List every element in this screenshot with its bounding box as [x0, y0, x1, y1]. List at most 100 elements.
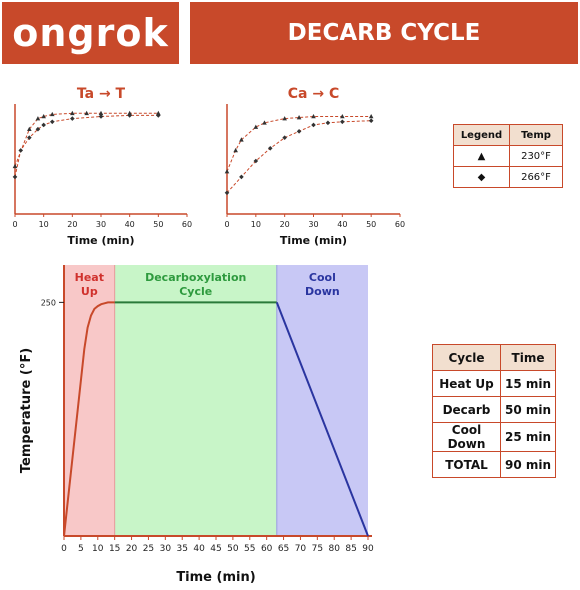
chart-ca-to-c: Ca → C 0 10 20 30 40 50 60 Time (min) [224, 86, 405, 247]
x-tick-label: 15 [109, 544, 120, 554]
data-point-triangle [27, 126, 32, 131]
x-tick-label: 5 [78, 544, 84, 554]
diamond-icon: ◆ [453, 166, 510, 188]
data-point-diamond [368, 118, 374, 124]
cycle-time: 15 min [500, 370, 556, 397]
x-tick-label: 60 [182, 220, 192, 229]
zone-decarboxylation [114, 265, 277, 536]
series-line-1 [226, 116, 372, 172]
x-tick-label: 30 [308, 220, 318, 229]
x-tick-label: 0 [61, 544, 67, 554]
cycle-row: TOTAL 90 min [432, 451, 556, 478]
data-point-triangle [49, 111, 55, 117]
data-point-triangle [311, 113, 316, 119]
x-tick-label: 10 [39, 220, 49, 229]
chart-title: Ca → C [288, 86, 339, 102]
data-point-diamond [41, 122, 46, 128]
data-point-triangle [127, 110, 132, 116]
x-tick-label: 0 [12, 220, 17, 229]
data-point-diamond [253, 158, 259, 164]
series-line-2 [226, 120, 372, 194]
data-point-triangle [239, 137, 244, 142]
page-title: DECARB CYCLE [287, 20, 481, 46]
x-tick-label: 40 [337, 220, 347, 229]
triangle-icon: ▲ [453, 145, 510, 167]
data-point-triangle [35, 116, 41, 121]
x-tick-label: 20 [280, 220, 290, 229]
x-tick-label: 65 [278, 544, 289, 554]
zone-cool-down [276, 265, 368, 536]
legend-table: Legend Temp ▲ 230°F ◆ 266°F [453, 124, 563, 188]
x-axis-label: Time (min) [280, 234, 347, 247]
data-point-diamond [311, 122, 316, 128]
legend-temp: 230°F [509, 145, 563, 167]
legend-temp: 266°F [509, 166, 563, 188]
curve-heat-up [63, 301, 115, 537]
brand-logo-text: ongrok [12, 11, 169, 55]
y-axis-label: Temperature (°F) [19, 348, 34, 473]
data-point-triangle [282, 116, 287, 121]
data-point-diamond [98, 114, 104, 119]
data-point-diamond [267, 145, 273, 151]
curve-cool-down [275, 302, 369, 537]
zone-heat-up [64, 265, 115, 536]
x-axis-label: Time (min) [176, 570, 255, 585]
x-tick-label: 60 [261, 544, 273, 554]
cycle-name: Decarb [432, 396, 501, 423]
data-point-diamond [18, 148, 24, 153]
x-tick-label: 10 [251, 220, 261, 229]
page-title-banner: DECARB CYCLE [190, 2, 578, 64]
x-tick-label: 45 [210, 544, 221, 554]
cycle-row: Heat Up 15 min [432, 370, 556, 397]
x-tick-label: 40 [125, 220, 135, 229]
data-point-diamond [70, 116, 75, 121]
data-point-triangle [262, 120, 267, 125]
data-point-diamond [12, 174, 18, 180]
data-point-diamond [156, 113, 161, 118]
data-point-diamond [340, 119, 345, 125]
data-point-triangle [12, 163, 18, 169]
legend-header-temp: Temp [509, 124, 563, 146]
x-tick-label: 90 [362, 544, 374, 554]
x-axis-label: Time (min) [67, 234, 134, 247]
x-tick-label: 80 [328, 544, 340, 554]
chart-title: Ta → T [77, 86, 126, 102]
x-tick-label: 50 [227, 544, 239, 554]
cycle-time: 90 min [500, 451, 556, 478]
data-point-triangle [156, 110, 161, 116]
data-point-triangle [296, 115, 302, 120]
series-line-2 [14, 114, 159, 178]
x-tick-label: 50 [153, 220, 163, 229]
data-point-diamond [49, 119, 55, 125]
x-tick-label: 0 [224, 220, 229, 229]
data-point-triangle [253, 124, 259, 129]
data-point-diamond [127, 113, 132, 118]
cycle-header-cycle: Cycle [432, 344, 501, 371]
data-point-diamond [325, 120, 331, 126]
cycle-row: Cool Down 25 min [432, 422, 556, 452]
x-tick-label: 10 [92, 544, 104, 554]
zone-label: Heat Up [75, 271, 104, 298]
cycle-name: TOTAL [432, 451, 501, 478]
x-tick-label: 30 [160, 544, 172, 554]
legend-header-legend: Legend [453, 124, 510, 146]
cycle-name: Cool Down [432, 422, 501, 452]
brand-logo: ongrok [2, 2, 179, 64]
cycle-time: 50 min [500, 396, 556, 423]
x-tick-label: 30 [96, 220, 106, 229]
cycle-name: Heat Up [432, 370, 501, 397]
x-tick-label: 50 [366, 220, 376, 229]
data-point-triangle [368, 113, 374, 119]
x-tick-label: 85 [345, 544, 356, 554]
data-point-triangle [233, 147, 238, 153]
series-line-1 [14, 112, 159, 167]
data-point-diamond [224, 190, 230, 196]
data-point-triangle [340, 113, 345, 119]
data-point-triangle [224, 169, 230, 174]
zone-label: Decarboxylation Cycle [145, 271, 246, 298]
cycle-row: Decarb 50 min [432, 396, 556, 423]
cycle-header-time: Time [500, 344, 556, 371]
data-point-diamond [239, 174, 244, 180]
legend-row: ◆ 266°F [453, 166, 563, 188]
